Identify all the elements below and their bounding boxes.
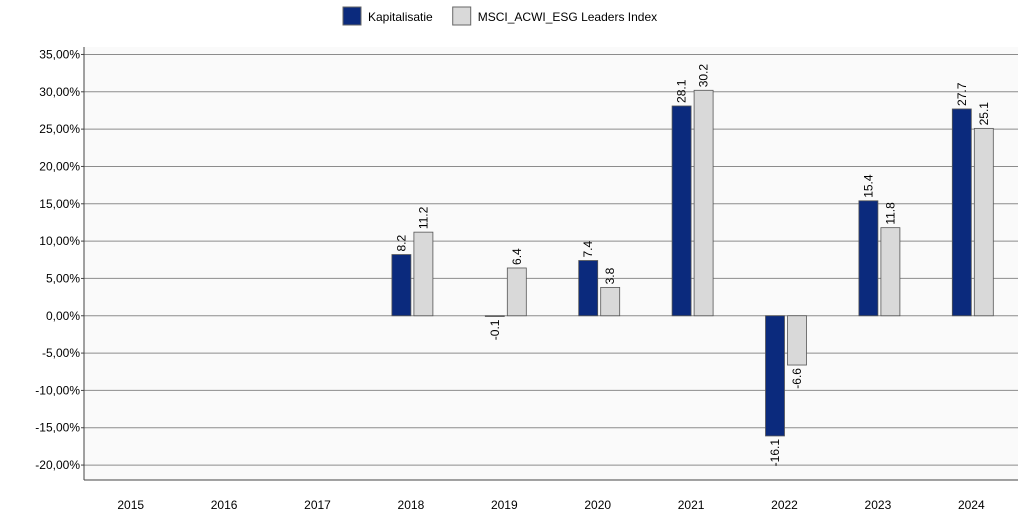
legend-swatch bbox=[452, 6, 472, 26]
bar bbox=[578, 260, 599, 317]
bar bbox=[787, 315, 807, 366]
value-label: 8.2 bbox=[394, 235, 408, 252]
x-tick-label: 2018 bbox=[398, 498, 425, 512]
bar bbox=[858, 200, 879, 317]
legend-label: Kapitalisatie bbox=[368, 10, 433, 24]
value-label: -0.1 bbox=[488, 319, 502, 340]
value-label: 25.1 bbox=[977, 102, 991, 126]
bar bbox=[693, 89, 714, 317]
bar bbox=[391, 254, 412, 317]
bar bbox=[484, 315, 505, 317]
value-label: 15.4 bbox=[861, 174, 875, 198]
y-tick-label: 30,00% bbox=[39, 85, 80, 99]
y-tick-label: 15,00% bbox=[39, 197, 80, 211]
value-label: 11.2 bbox=[416, 206, 430, 229]
y-tick-label: 25,00% bbox=[39, 122, 80, 136]
legend-label: MSCI_ACWI_ESG Leaders Index bbox=[478, 10, 657, 24]
bar bbox=[973, 127, 994, 317]
x-tick-label: 2023 bbox=[865, 498, 892, 512]
value-label: 28.1 bbox=[675, 79, 689, 103]
x-tick-label: 2024 bbox=[958, 498, 985, 512]
bar bbox=[951, 108, 972, 317]
y-tick-label: -20,00% bbox=[35, 458, 80, 472]
bar bbox=[765, 315, 785, 437]
x-tick-label: 2022 bbox=[771, 498, 798, 512]
value-label: -6.6 bbox=[790, 368, 804, 389]
x-tick-label: 2019 bbox=[491, 498, 518, 512]
x-tick-label: 2021 bbox=[678, 498, 705, 512]
value-label: 30.2 bbox=[697, 64, 711, 88]
y-tick-label: 0,00% bbox=[46, 309, 80, 323]
value-label: 6.4 bbox=[510, 248, 524, 265]
y-tick-label: -5,00% bbox=[42, 346, 80, 360]
value-label: 7.4 bbox=[581, 241, 595, 258]
y-tick-label: 5,00% bbox=[46, 271, 80, 285]
value-label: 3.8 bbox=[603, 267, 617, 284]
y-tick-label: -10,00% bbox=[35, 383, 80, 397]
legend-swatch bbox=[342, 6, 362, 26]
bar bbox=[506, 267, 527, 317]
value-label: 27.7 bbox=[955, 82, 969, 106]
bar bbox=[880, 227, 901, 317]
x-tick-label: 2016 bbox=[211, 498, 238, 512]
y-tick-label: -15,00% bbox=[35, 421, 80, 435]
x-tick-label: 2020 bbox=[584, 498, 611, 512]
x-tick-label: 2017 bbox=[304, 498, 331, 512]
value-label: 11.8 bbox=[883, 202, 897, 225]
y-tick-label: 35,00% bbox=[39, 47, 80, 61]
y-tick-label: 20,00% bbox=[39, 159, 80, 173]
y-tick-label: 10,00% bbox=[39, 234, 80, 248]
bar bbox=[671, 105, 692, 317]
value-label: -16.1 bbox=[768, 439, 782, 467]
bar bbox=[600, 286, 621, 317]
x-tick-label: 2015 bbox=[117, 498, 144, 512]
bar bbox=[413, 231, 434, 317]
